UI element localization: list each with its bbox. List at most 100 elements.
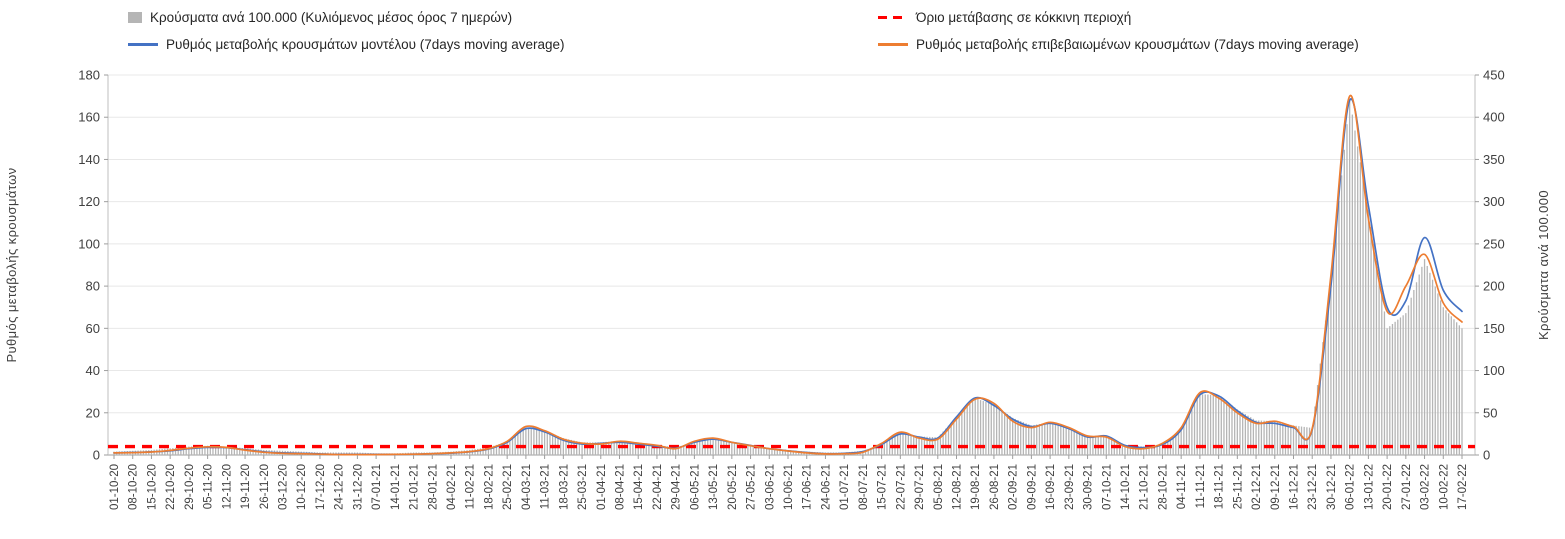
svg-text:17-12-20: 17-12-20 bbox=[315, 464, 327, 510]
svg-text:0: 0 bbox=[1483, 448, 1490, 463]
svg-text:08-04-21: 08-04-21 bbox=[615, 464, 627, 510]
blue-line-swatch-icon bbox=[128, 43, 158, 46]
svg-text:22-04-21: 22-04-21 bbox=[652, 464, 664, 510]
legend-label-cases-bars: Κρούσματα ανά 100.000 (Κυλιόμενος μέσος … bbox=[150, 10, 513, 25]
svg-text:23-12-21: 23-12-21 bbox=[1307, 464, 1319, 510]
dashed-line-swatch-icon bbox=[878, 15, 908, 20]
svg-text:01-04-21: 01-04-21 bbox=[596, 464, 608, 510]
svg-text:07-10-21: 07-10-21 bbox=[1101, 464, 1113, 510]
svg-text:21-10-21: 21-10-21 bbox=[1139, 464, 1151, 510]
svg-text:0: 0 bbox=[93, 448, 100, 463]
svg-text:05-11-20: 05-11-20 bbox=[203, 464, 215, 509]
svg-text:03-02-22: 03-02-22 bbox=[1420, 464, 1432, 510]
svg-text:09-09-21: 09-09-21 bbox=[1026, 464, 1038, 510]
svg-text:29-04-21: 29-04-21 bbox=[671, 464, 683, 510]
svg-text:13-05-21: 13-05-21 bbox=[708, 464, 720, 510]
svg-text:150: 150 bbox=[1483, 321, 1505, 336]
svg-text:27-05-21: 27-05-21 bbox=[746, 464, 758, 510]
svg-text:13-01-22: 13-01-22 bbox=[1363, 464, 1375, 510]
bar-swatch-icon bbox=[128, 12, 142, 23]
svg-text:14-10-21: 14-10-21 bbox=[1120, 464, 1132, 510]
svg-text:25-03-21: 25-03-21 bbox=[577, 464, 589, 510]
orange-line-swatch-icon bbox=[878, 43, 908, 46]
svg-text:28-01-21: 28-01-21 bbox=[427, 464, 439, 510]
svg-text:21-01-21: 21-01-21 bbox=[409, 464, 421, 510]
svg-text:12-11-20: 12-11-20 bbox=[221, 464, 233, 509]
svg-text:10-12-20: 10-12-20 bbox=[296, 464, 308, 510]
svg-text:23-09-21: 23-09-21 bbox=[1064, 464, 1076, 510]
svg-text:03-12-20: 03-12-20 bbox=[278, 464, 290, 510]
svg-text:22-10-20: 22-10-20 bbox=[165, 464, 177, 510]
legend-item-cases-bars: Κρούσματα ανά 100.000 (Κυλιόμενος μέσος … bbox=[128, 10, 512, 25]
svg-text:80: 80 bbox=[86, 279, 100, 294]
svg-text:29-10-20: 29-10-20 bbox=[184, 464, 196, 510]
svg-text:24-06-21: 24-06-21 bbox=[820, 464, 832, 510]
svg-text:20-05-21: 20-05-21 bbox=[727, 464, 739, 510]
svg-text:01-07-21: 01-07-21 bbox=[839, 464, 851, 510]
svg-text:12-08-21: 12-08-21 bbox=[952, 464, 964, 510]
svg-text:06-01-22: 06-01-22 bbox=[1345, 464, 1357, 510]
svg-text:100: 100 bbox=[1483, 363, 1505, 378]
svg-text:04-11-21: 04-11-21 bbox=[1176, 464, 1188, 509]
svg-text:18-02-21: 18-02-21 bbox=[483, 464, 495, 510]
svg-text:26-11-20: 26-11-20 bbox=[259, 464, 271, 509]
svg-text:16-12-21: 16-12-21 bbox=[1289, 464, 1301, 510]
svg-text:20-01-22: 20-01-22 bbox=[1382, 464, 1394, 510]
svg-text:350: 350 bbox=[1483, 152, 1505, 167]
svg-text:20: 20 bbox=[86, 405, 100, 420]
svg-text:22-07-21: 22-07-21 bbox=[895, 464, 907, 510]
svg-text:11-11-21: 11-11-21 bbox=[1195, 464, 1207, 508]
svg-text:450: 450 bbox=[1483, 68, 1505, 83]
svg-text:19-08-21: 19-08-21 bbox=[970, 464, 982, 510]
gridlines bbox=[107, 74, 1476, 456]
svg-text:400: 400 bbox=[1483, 110, 1505, 125]
svg-text:04-03-21: 04-03-21 bbox=[521, 464, 533, 510]
line-series bbox=[113, 94, 1463, 456]
svg-text:31-12-20: 31-12-20 bbox=[352, 464, 364, 510]
svg-text:120: 120 bbox=[78, 194, 100, 209]
svg-text:29-07-21: 29-07-21 bbox=[914, 464, 926, 510]
svg-text:11-02-21: 11-02-21 bbox=[465, 464, 477, 509]
svg-text:15-04-21: 15-04-21 bbox=[633, 464, 645, 510]
svg-text:300: 300 bbox=[1483, 194, 1505, 209]
svg-text:200: 200 bbox=[1483, 279, 1505, 294]
svg-text:10-02-22: 10-02-22 bbox=[1438, 464, 1450, 510]
svg-text:16-09-21: 16-09-21 bbox=[1045, 464, 1057, 510]
bars-series bbox=[113, 98, 1463, 456]
svg-text:03-06-21: 03-06-21 bbox=[764, 464, 776, 510]
svg-text:25-02-21: 25-02-21 bbox=[502, 464, 514, 510]
axis-labels: 0 20 40 60 80 100 120 140 160 180 0 50 100 150 200 250 3… bbox=[78, 68, 1504, 511]
svg-text:07-01-21: 07-01-21 bbox=[371, 464, 383, 510]
svg-text:30-09-21: 30-09-21 bbox=[1083, 464, 1095, 510]
svg-text:14-01-21: 14-01-21 bbox=[390, 464, 402, 510]
line-series bbox=[113, 98, 1463, 456]
svg-text:15-10-20: 15-10-20 bbox=[146, 464, 158, 510]
legend: Κρούσματα ανά 100.000 (Κυλιόμενος μέσος … bbox=[0, 0, 1565, 70]
svg-text:140: 140 bbox=[78, 152, 100, 167]
svg-text:30-12-21: 30-12-21 bbox=[1326, 464, 1338, 510]
svg-text:05-08-21: 05-08-21 bbox=[933, 464, 945, 510]
svg-text:50: 50 bbox=[1483, 405, 1497, 420]
legend-item-red-threshold: Όριο μετάβασης σε κόκκινη περιοχή bbox=[878, 10, 1131, 25]
svg-text:08-10-20: 08-10-20 bbox=[128, 464, 140, 510]
legend-label-red-threshold: Όριο μετάβασης σε κόκκινη περιοχή bbox=[916, 10, 1132, 25]
svg-text:250: 250 bbox=[1483, 236, 1505, 251]
svg-text:40: 40 bbox=[86, 363, 100, 378]
svg-text:01-10-20: 01-10-20 bbox=[109, 464, 121, 510]
svg-text:28-10-21: 28-10-21 bbox=[1157, 464, 1169, 510]
legend-label-model-rate: Ρυθμός μεταβολής κρουσμάτων μοντέλου (7d… bbox=[166, 37, 565, 52]
right-axis-title: Κρούσματα ανά 100.000 bbox=[1536, 190, 1551, 340]
svg-text:180: 180 bbox=[78, 68, 100, 83]
legend-label-confirmed-rate: Ρυθμός μεταβολής επιβεβαιωμένων κρουσμάτ… bbox=[916, 37, 1359, 52]
svg-text:17-02-22: 17-02-22 bbox=[1457, 464, 1469, 510]
svg-text:08-07-21: 08-07-21 bbox=[858, 464, 870, 510]
svg-text:10-06-21: 10-06-21 bbox=[783, 464, 795, 510]
svg-text:11-03-21: 11-03-21 bbox=[540, 464, 552, 509]
svg-text:15-07-21: 15-07-21 bbox=[877, 464, 889, 510]
left-axis-title: Ρυθμός μεταβολής κρουσμάτων bbox=[4, 167, 19, 362]
svg-text:09-12-21: 09-12-21 bbox=[1270, 464, 1282, 510]
legend-item-confirmed-rate: Ρυθμός μεταβολής επιβεβαιωμένων κρουσμάτ… bbox=[878, 37, 1359, 52]
svg-text:19-11-20: 19-11-20 bbox=[240, 464, 252, 509]
